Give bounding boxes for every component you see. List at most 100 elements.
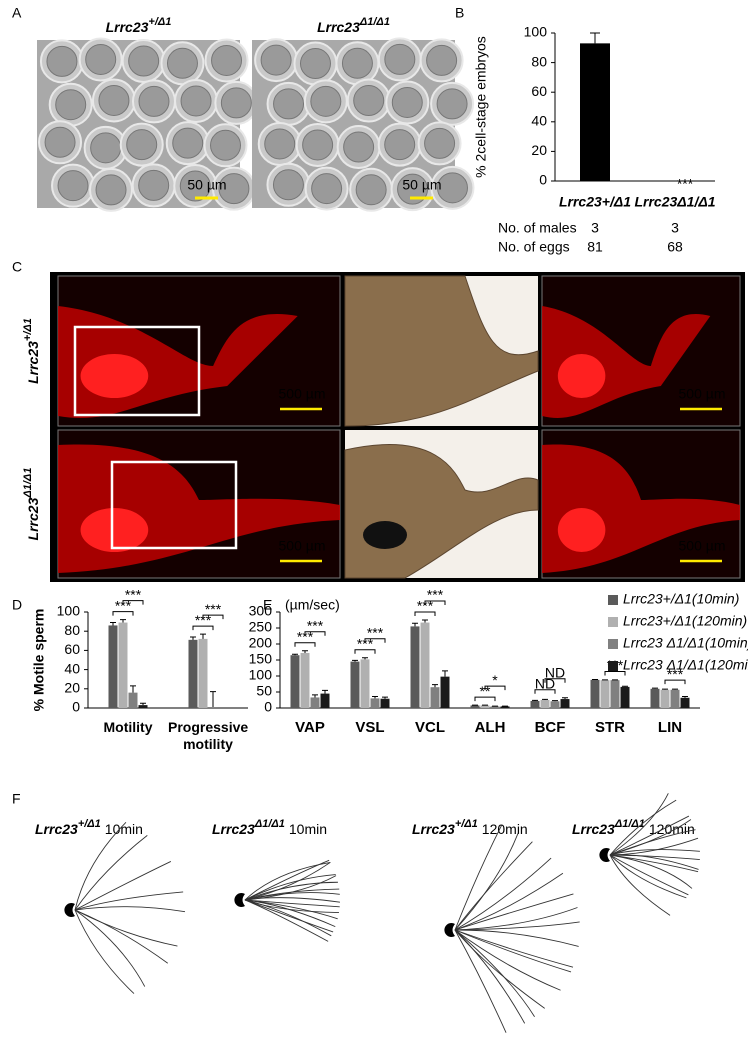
bar [470, 705, 480, 708]
error-bar [110, 622, 116, 626]
significance-bracket [192, 625, 214, 631]
error-bar [672, 688, 678, 690]
trajectory [244, 861, 331, 901]
egg [424, 127, 456, 159]
error-bar [322, 689, 328, 694]
trajectory [454, 929, 507, 1033]
y-tick-label: 40 [64, 660, 80, 676]
egg [302, 129, 334, 161]
gene: Lrrc23 [106, 19, 149, 35]
significance-bracket [294, 642, 316, 647]
significance: ND [535, 675, 555, 691]
egg [57, 170, 89, 202]
allele: +/Δ1 [78, 818, 101, 830]
trajectory [74, 909, 146, 987]
trajectory [74, 909, 178, 947]
bar [530, 700, 540, 708]
trajectory [74, 835, 148, 911]
egg [210, 129, 242, 161]
x-tick-label: VAP [295, 719, 325, 736]
significance: *** [307, 617, 324, 633]
trajectory [609, 829, 696, 856]
error-bar [622, 685, 628, 687]
bar [208, 707, 218, 708]
error-bar [412, 622, 418, 627]
significance: *** [195, 612, 212, 628]
panel-letter: F [12, 791, 21, 807]
sperm-head [599, 848, 610, 863]
significance-bracket [544, 678, 566, 683]
egg [85, 43, 117, 75]
error-bar [190, 636, 196, 640]
egg [260, 44, 292, 76]
bright-spot [80, 354, 149, 398]
allele: +/Δ1 [22, 318, 34, 341]
egg [180, 85, 212, 117]
x-tick-label: ALH [474, 719, 506, 736]
allele: Δ1/Δ1 [254, 818, 285, 830]
trajectory [74, 909, 169, 964]
egg [353, 85, 385, 117]
trajectory [244, 881, 338, 901]
significance: *** [667, 666, 684, 682]
significance: *** [205, 601, 222, 617]
fluorescence-image [541, 275, 741, 427]
x-tick-label: VCL [415, 719, 445, 736]
trajectory [454, 872, 564, 931]
row-label: Lrrc23Δ1/Δ1 [22, 468, 41, 541]
significance-bracket [354, 649, 376, 654]
legend-label: Lrrc23 Δ1/Δ1(120min) [623, 657, 748, 673]
y-tick-label: 20 [64, 680, 80, 696]
table-cell: 68 [667, 239, 683, 255]
table-cell: 3 [591, 220, 599, 236]
scale-bar-label: 50 µm [402, 177, 441, 193]
error-bar [542, 698, 548, 700]
bar [600, 680, 610, 708]
y-tick-label: 80 [531, 53, 547, 69]
sperm-head [444, 923, 455, 937]
table-cell: 81 [587, 239, 603, 255]
legend-label: Lrrc23+/Δ1(120min) [623, 613, 747, 629]
error-bar [372, 695, 378, 699]
bar [550, 701, 560, 708]
error-bar [562, 697, 568, 700]
gene: Lrrc23 [572, 821, 615, 837]
trajectory [609, 854, 689, 896]
y-tick-label: 100 [249, 667, 273, 683]
condition: 120min [649, 821, 695, 837]
panel-letter: B [455, 5, 464, 21]
scale-bar-label: 500 µm [679, 538, 726, 554]
panel-letter: E [263, 597, 272, 613]
trajectory [74, 861, 172, 911]
trajectory [454, 929, 574, 968]
x-tick-label: LIN [657, 719, 683, 736]
x-tick-label: Lrrc23Δ1/Δ1 [634, 194, 715, 210]
scale-bar-label: 50 µm [187, 177, 226, 193]
significance: *** [367, 624, 384, 640]
egg [90, 132, 122, 164]
scale-bar-label: 500 µm [279, 386, 326, 402]
significance: *** [115, 597, 132, 613]
bar [128, 692, 138, 708]
y-tick-label: 80 [64, 622, 80, 638]
egg [138, 85, 170, 117]
legend-swatch [608, 595, 618, 605]
bar [620, 686, 630, 708]
significance-bracket [202, 614, 224, 620]
condition: 120min [482, 821, 528, 837]
egg [128, 45, 160, 77]
error-bar [312, 694, 318, 698]
bar [118, 622, 128, 708]
trajectory [609, 815, 690, 856]
bar [480, 705, 490, 708]
bar [680, 697, 690, 708]
trajectory [454, 929, 535, 1017]
trajectory [244, 897, 341, 903]
bar [198, 638, 208, 708]
y-tick-label: 60 [64, 641, 80, 657]
significance-bracket [112, 611, 134, 616]
allele: +/Δ1 [455, 818, 478, 830]
significance: *** [427, 587, 444, 603]
y-tick-label: 150 [249, 651, 273, 667]
